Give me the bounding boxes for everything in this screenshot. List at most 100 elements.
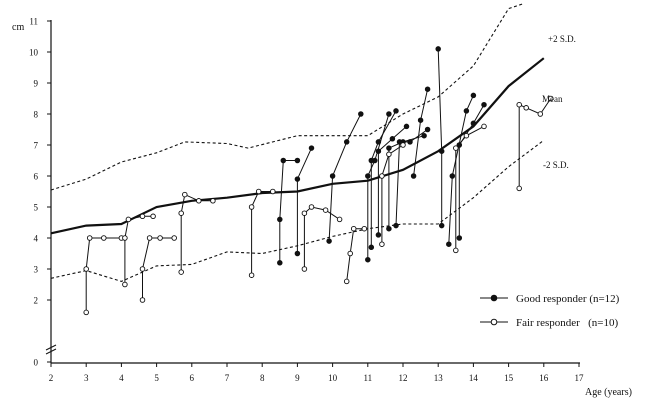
fair-responder-point [481,123,487,130]
fair-responder-series [83,95,554,316]
patient-trajectory-line [346,228,365,282]
x-tick-label: 15 [504,373,514,383]
good-responder-point [368,157,375,164]
good-responder-point [280,157,287,164]
good-responder-point [410,173,417,179]
fair-responder-point [301,266,308,272]
x-tick-label: 9 [295,373,300,383]
y-tick-label: 7 [34,141,39,151]
x-axis-label: Age (years) [585,387,632,398]
good-responder-point [438,222,445,229]
good-responder-point [438,148,445,154]
good-responder-point [375,148,382,154]
fair-responder-point [196,198,202,204]
fair-responder-point [386,151,392,158]
y-tick-label: 8 [34,110,39,120]
fair-responder-point [400,142,406,148]
fair-responder-point [248,204,255,210]
good-responder-point [435,46,441,52]
good-responder-point [368,244,375,251]
legend-item-fair: Fair responder (n=10) [480,317,618,329]
y-tick-label: 2 [34,296,39,306]
y-ticks: 0 2 3 4 5 6 7 8 9 10 11 [29,17,51,368]
x-tick-label: 10 [328,373,338,383]
fair-responder-point [347,250,353,257]
good-responder-point [424,86,431,92]
reference-curve-labels: +2 S.D. Mean -2 S.D. [542,34,576,170]
x-tick-label: 12 [399,373,408,383]
patient-trajectory-line [518,98,552,189]
plus-2sd-label: +2 S.D. [548,34,576,44]
y-tick-label: 3 [34,265,39,275]
x-tick-label: 5 [154,373,159,383]
y-tick-label: 4 [34,234,39,244]
good-responder-point [294,157,301,164]
fair-responder-point [146,235,153,241]
good-responder-point [343,139,350,145]
x-tick-label: 17 [575,373,585,383]
good-responder-point [375,232,382,238]
x-tick-label: 6 [190,373,195,383]
fair-responder-point [379,173,385,179]
good-responder-point [481,101,487,108]
fair-responder-point [548,95,554,102]
fair-responder-point [255,188,262,195]
good-responder-point [403,123,410,130]
y-tick-label: 0 [34,358,39,368]
patient-trajectory-line [251,191,273,276]
fair-responder-point [157,235,163,241]
good-responder-point [417,117,424,123]
good-responder-point [294,176,301,182]
y-unit-label: cm [12,22,24,33]
plus-2sd-curve [50,3,523,191]
good-responder-point [326,238,332,244]
good-responder-point [308,145,315,151]
fair-responder-point [122,281,128,288]
good-responder-point [277,216,283,223]
fair-responder-point [150,213,156,220]
fair-responder-point [178,210,184,216]
x-tick-label: 13 [434,373,444,383]
good-responder-point [386,111,392,117]
fair-responder-point [463,132,470,139]
patient-trajectory-line [370,110,397,248]
patient-trajectory-line [142,237,175,300]
good-responder-point [407,139,413,145]
good-responder-point [365,173,371,179]
patient-trajectory-line [448,95,474,245]
x-tick-label: 3 [84,373,89,383]
patient-trajectory-line [388,135,425,229]
x-tick-label: 14 [469,373,479,383]
y-tick-label: 10 [29,48,39,58]
x-tick-label: 11 [363,373,372,383]
fair-responder-point [86,235,93,241]
y-tick-label: 5 [34,203,39,213]
good-responder-point [294,250,301,257]
patient-trajectory-line [279,160,298,263]
good-responder-series [277,46,487,266]
fair-responder-point [83,309,89,316]
x-tick-label: 7 [225,373,230,383]
good-responder-point [456,235,463,241]
legend: Good responder (n=12) Fair responder (n=… [480,293,620,329]
good-responder-point [365,256,371,263]
good-responder-point [470,92,477,99]
patient-trajectory-line [180,193,213,273]
fair-responder-point [350,225,357,232]
fair-responder-point [537,111,544,117]
mean-label: Mean [542,94,563,104]
patient-trajectory-line [303,206,340,269]
good-responder-point [446,241,452,247]
x-ticks: 2 3 4 5 6 7 8 9 10 11 12 13 14 15 16 17 [49,363,584,383]
fair-responder-point [379,241,385,247]
y-tick-label: 6 [34,172,39,182]
fair-responder-point [453,145,459,151]
fair-responder-point [178,269,184,275]
legend-item-good: Good responder (n=12) [480,293,620,305]
patient-trajectory-line [413,89,429,177]
patient-trajectory-line [124,215,154,285]
x-tick-label: 2 [49,373,54,383]
good-responder-point [424,126,431,133]
good-responder-point [421,132,427,139]
